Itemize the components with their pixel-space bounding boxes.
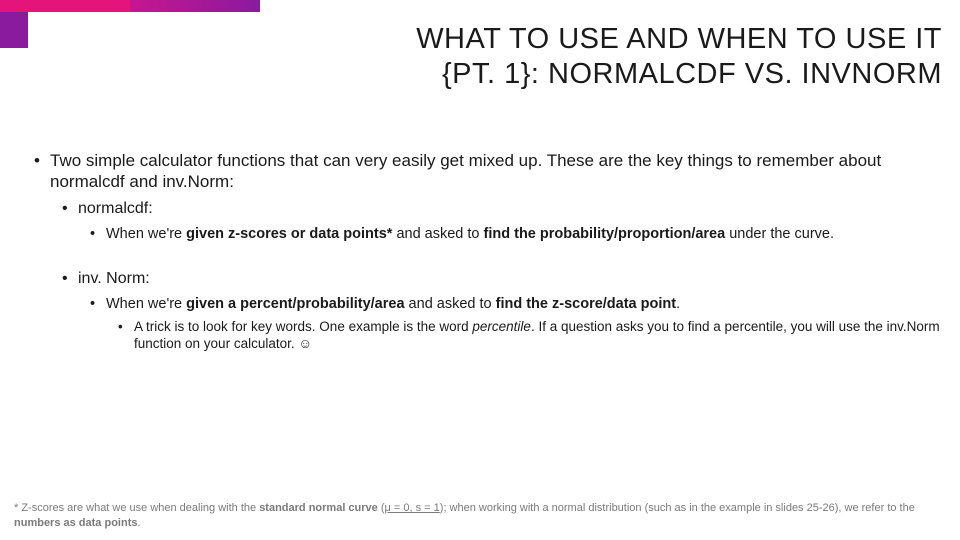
footnote: * Z-scores are what we use when dealing …	[14, 501, 946, 530]
normalcdf-detail: When we're given z-scores or data points…	[86, 225, 940, 243]
normalcdf-heading: normalcdf:	[58, 199, 940, 219]
invnorm-heading: inv. Norm:	[58, 269, 940, 289]
title-line-2: {PT. 1}: NORMALCDF VS. INVNORM	[442, 58, 942, 90]
slide-body: Two simple calculator functions that can…	[30, 150, 940, 359]
intro-text: Two simple calculator functions that can…	[50, 151, 881, 191]
slide-title: WHAT TO USE AND WHEN TO USE IT {PT. 1}: …	[416, 22, 942, 92]
invnorm-label: inv. Norm:	[78, 270, 150, 287]
normalcdf-label: normalcdf:	[78, 200, 153, 217]
title-line-1: WHAT TO USE AND WHEN TO USE IT	[416, 23, 942, 55]
invnorm-trick: A trick is to look for key words. One ex…	[114, 319, 940, 353]
invnorm-detail: When we're given a percent/probability/a…	[86, 295, 940, 313]
accent-bar	[0, 0, 260, 12]
accent-block	[0, 12, 28, 48]
intro-bullet: Two simple calculator functions that can…	[30, 150, 940, 193]
